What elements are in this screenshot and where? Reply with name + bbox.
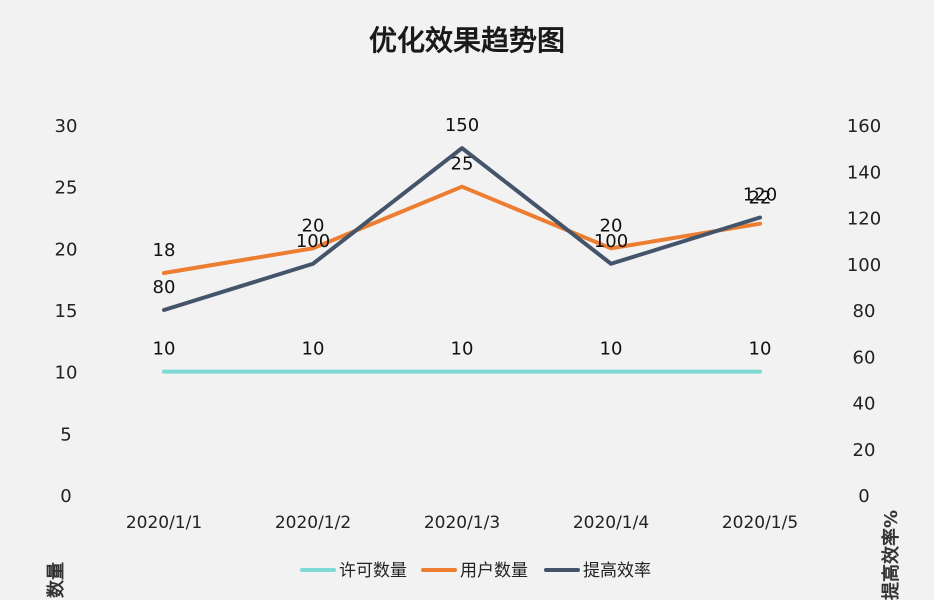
y-left-tick-label: 5 [60,424,71,445]
data-label: 10 [451,339,474,360]
data-label: 80 [153,277,176,298]
y-left-tick-label: 25 [55,178,78,199]
y-left-tick-label: 0 [60,486,71,507]
data-point [311,370,315,374]
y-right-tick-label: 100 [847,255,881,276]
legend-label: 提高效率 [583,561,651,581]
data-label: 150 [445,115,479,136]
data-point [609,370,613,374]
data-label: 22 [749,188,772,209]
data-label: 120 [743,185,777,206]
y-right-tick-label: 60 [853,347,876,368]
y-right-tick-label: 160 [847,116,881,137]
data-point [460,146,464,150]
legend-label: 用户数量 [460,561,528,581]
y-right-tick-label: 0 [858,486,869,507]
y-right-tick-label: 20 [853,440,876,461]
y-left-tick-label: 30 [55,116,78,137]
data-point [311,262,315,266]
data-label: 10 [153,339,176,360]
data-label: 18 [153,240,176,261]
series-line-1 [162,184,762,275]
x-tick-label: 2020/1/5 [722,513,798,533]
data-label: 100 [296,231,330,252]
y-left-tick-label: 15 [55,301,78,322]
x-tick-label: 2020/1/2 [275,513,351,533]
x-tick-label: 2020/1/1 [126,513,202,533]
x-tick-label: 2020/1/4 [573,513,649,533]
legend-label: 许可数量 [339,561,407,581]
data-label: 20 [600,215,623,236]
data-label: 10 [749,339,772,360]
y-right-axis-title: 提高效率% [880,510,902,600]
data-point [162,370,166,374]
data-point [460,370,464,374]
data-point [609,262,613,266]
data-label: 25 [451,154,474,175]
data-point [311,246,315,250]
data-point [460,185,464,189]
data-point [162,308,166,312]
data-label: 20 [302,215,325,236]
data-point [609,246,613,250]
data-point [758,370,762,374]
y-right-tick-label: 40 [853,394,876,415]
y-right-tick-label: 80 [853,301,876,322]
chart-title: 优化效果趋势图 [369,24,565,57]
data-point [758,216,762,219]
data-label: 100 [594,231,628,252]
y-left-tick-label: 10 [55,363,78,384]
y-left-axis-title: 数量 [45,562,67,598]
x-tick-label: 2020/1/3 [424,513,500,533]
data-label: 10 [302,339,325,360]
data-label: 10 [600,339,623,360]
y-right-tick-label: 140 [847,162,881,183]
data-point [758,222,762,226]
y-left-tick-label: 20 [55,239,78,260]
y-right-tick-label: 120 [847,209,881,230]
data-point [162,271,166,275]
